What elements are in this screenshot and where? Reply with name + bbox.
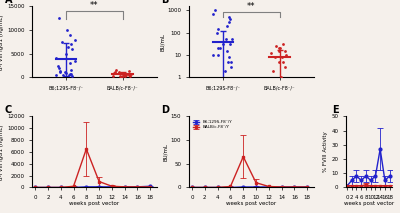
- Point: [68, 68, 74, 72]
- Text: **: **: [90, 1, 98, 10]
- Y-axis label: BU/mL: BU/mL: [160, 33, 164, 51]
- Point: [128, 72, 134, 75]
- Point: [122, 74, 128, 77]
- Point: [71, 38, 78, 41]
- Point: [66, 72, 73, 75]
- Point: [56, 17, 62, 20]
- Point: [280, 60, 286, 63]
- Point: [69, 47, 76, 51]
- Text: D: D: [162, 105, 170, 115]
- Point: [53, 57, 59, 60]
- Point: [282, 49, 288, 53]
- Point: [57, 69, 63, 72]
- Point: [228, 65, 234, 68]
- Point: [122, 75, 128, 78]
- Point: [276, 47, 282, 50]
- Point: [63, 52, 70, 55]
- Point: [226, 56, 232, 59]
- Point: [122, 73, 128, 77]
- Text: C: C: [4, 105, 12, 115]
- Point: [227, 17, 233, 21]
- Point: [126, 72, 132, 75]
- Point: [276, 49, 282, 53]
- Point: [62, 70, 68, 73]
- Point: [65, 45, 72, 48]
- Text: B: B: [162, 0, 169, 5]
- Point: [278, 76, 284, 79]
- Point: [64, 28, 70, 32]
- Point: [229, 38, 235, 41]
- Point: [217, 47, 224, 50]
- Point: [118, 75, 124, 79]
- Y-axis label: α-FVIII IgG1 (ng/mL): α-FVIII IgG1 (ng/mL): [0, 14, 4, 70]
- Point: [283, 53, 290, 57]
- Point: [210, 12, 217, 16]
- Point: [112, 70, 118, 73]
- Text: **: **: [247, 2, 256, 11]
- Point: [227, 43, 234, 46]
- Point: [67, 43, 74, 46]
- Text: E: E: [332, 105, 339, 115]
- Point: [214, 31, 220, 34]
- Point: [58, 40, 65, 44]
- Point: [53, 74, 60, 77]
- Point: [122, 74, 129, 77]
- Point: [273, 45, 279, 48]
- Point: [226, 20, 232, 24]
- Point: [127, 75, 133, 78]
- Point: [210, 53, 217, 57]
- Point: [115, 71, 122, 74]
- Point: [215, 27, 222, 30]
- Point: [279, 56, 286, 59]
- Point: [120, 74, 126, 78]
- Point: [126, 69, 132, 73]
- Point: [280, 43, 286, 46]
- Point: [276, 60, 282, 63]
- Point: [66, 62, 73, 65]
- Point: [268, 52, 274, 55]
- Point: [68, 75, 75, 78]
- Point: [212, 9, 218, 12]
- Point: [223, 38, 229, 41]
- Point: [63, 71, 69, 74]
- X-axis label: weeks post vector: weeks post vector: [69, 201, 119, 206]
- Point: [222, 69, 228, 72]
- Point: [57, 70, 64, 73]
- Point: [225, 60, 231, 63]
- Point: [54, 64, 61, 67]
- Point: [67, 33, 74, 36]
- Point: [126, 73, 132, 76]
- Point: [72, 59, 78, 63]
- Legend: B6;129S-F8⁻/Y, BALB/c-F8⁻/Y: B6;129S-F8⁻/Y, BALB/c-F8⁻/Y: [191, 118, 234, 131]
- X-axis label: weeks post vector: weeks post vector: [344, 201, 394, 206]
- Point: [224, 49, 230, 53]
- Y-axis label: % FVIII Activity: % FVIII Activity: [324, 132, 328, 172]
- Point: [120, 72, 126, 76]
- Point: [56, 66, 62, 70]
- Text: A: A: [4, 0, 12, 5]
- Point: [68, 72, 74, 75]
- Point: [66, 73, 72, 76]
- Point: [113, 69, 120, 72]
- Point: [120, 73, 127, 76]
- Point: [282, 65, 288, 68]
- Point: [272, 56, 278, 59]
- Point: [116, 71, 122, 75]
- Point: [116, 74, 123, 78]
- Point: [214, 53, 221, 57]
- Point: [224, 24, 230, 28]
- Point: [215, 47, 221, 50]
- X-axis label: weeks post vector: weeks post vector: [226, 201, 276, 206]
- Y-axis label: BU/mL: BU/mL: [163, 143, 168, 161]
- Point: [60, 74, 67, 77]
- Point: [270, 69, 276, 72]
- Point: [225, 15, 232, 19]
- Y-axis label: α-FVIII IgG1 (ng/mL): α-FVIII IgG1 (ng/mL): [0, 124, 4, 180]
- Point: [228, 60, 234, 63]
- Point: [110, 75, 116, 78]
- Point: [220, 43, 226, 46]
- Point: [111, 71, 118, 74]
- Point: [276, 47, 283, 50]
